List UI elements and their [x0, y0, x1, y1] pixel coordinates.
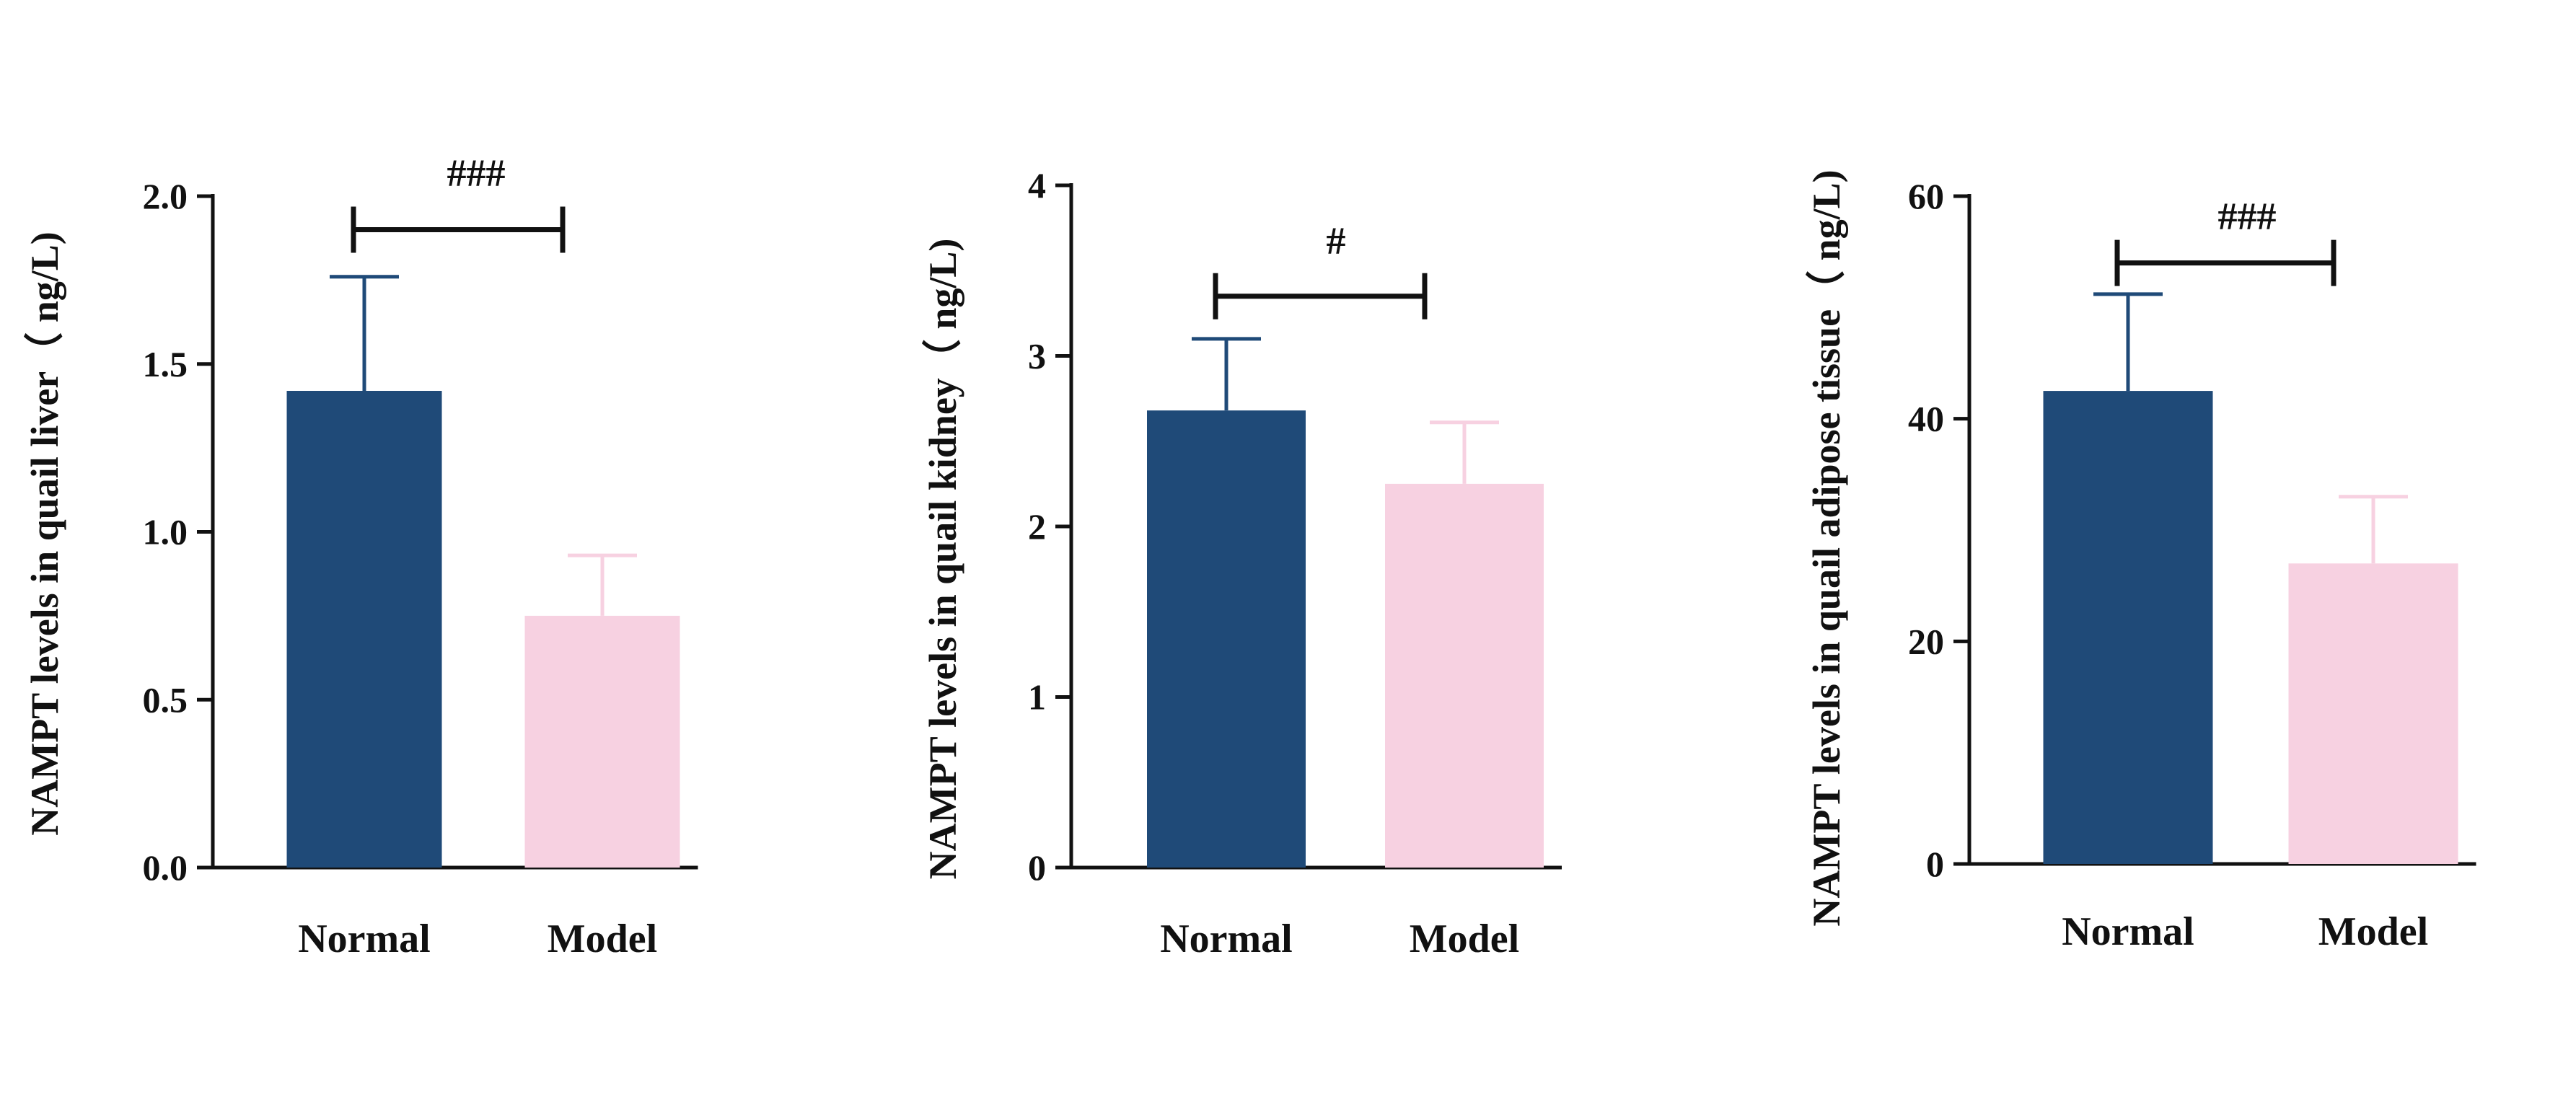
- chart-panel-adipose: NAMPT levels in quail adipose tissue（ ng…: [1805, 169, 2476, 954]
- bar-normal: [2043, 391, 2213, 864]
- y-axis-title-liver: NAMPT levels in quail liver（ ng/L): [23, 231, 66, 836]
- y-tick-label: 40: [1908, 399, 1944, 439]
- x-category-label: Normal: [2062, 909, 2194, 954]
- bar-normal: [1147, 410, 1306, 868]
- bar-normal: [286, 390, 442, 868]
- significance-label: ###: [447, 151, 506, 195]
- x-category-label: Model: [2318, 909, 2428, 954]
- x-category-label: Model: [1410, 917, 1519, 961]
- y-tick-label: 1.0: [143, 512, 188, 552]
- significance-label: #: [1327, 219, 1346, 263]
- y-tick-label: 4: [1028, 165, 1046, 206]
- y-tick-label: 0: [1926, 844, 1944, 884]
- y-tick-label: 20: [1908, 621, 1944, 661]
- x-category-label: Normal: [1160, 917, 1293, 961]
- y-tick-label: 3: [1028, 336, 1046, 376]
- y-tick-label: 0: [1028, 847, 1046, 888]
- chart-panel-kidney: NAMPT levels in quail kidney（ ng/L) Norm…: [921, 165, 1562, 961]
- bar-model: [524, 615, 680, 868]
- y-tick-label: 1.5: [143, 344, 188, 384]
- y-tick-label: 60: [1908, 176, 1944, 216]
- bar-model: [2288, 563, 2458, 864]
- x-category-label: Normal: [298, 917, 431, 961]
- y-tick-label: 2: [1028, 506, 1046, 547]
- y-axis-title-adipose: NAMPT levels in quail adipose tissue（ ng…: [1805, 169, 1848, 926]
- x-category-label: Model: [548, 917, 657, 961]
- y-tick-label: 1: [1028, 677, 1046, 718]
- y-tick-label: 0.0: [143, 847, 188, 888]
- bar-model: [1385, 483, 1544, 868]
- y-tick-label: 2.0: [143, 176, 188, 216]
- significance-label: ###: [2218, 195, 2277, 238]
- y-tick-label: 0.5: [143, 679, 188, 720]
- chart-panel-liver: NAMPT levels in quail liver（ ng/L) Norma…: [23, 151, 698, 961]
- y-axis-title-kidney: NAMPT levels in quail kidney（ ng/L): [921, 239, 964, 880]
